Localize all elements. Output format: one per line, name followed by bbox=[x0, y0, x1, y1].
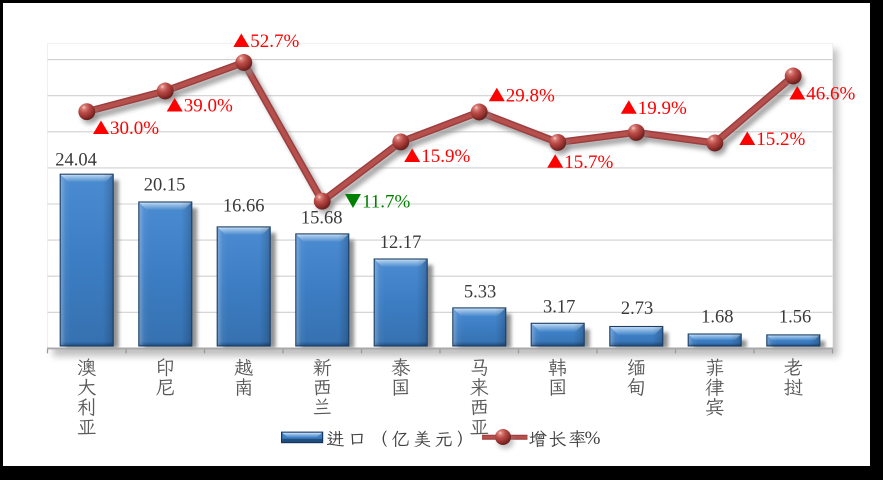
svg-text:3.17: 3.17 bbox=[543, 298, 575, 318]
svg-text:15.68: 15.68 bbox=[301, 209, 343, 229]
svg-text:15.2%: 15.2% bbox=[756, 129, 805, 150]
svg-text:2.73: 2.73 bbox=[621, 299, 653, 319]
svg-text:15.9%: 15.9% bbox=[421, 146, 470, 167]
svg-text:11.7%: 11.7% bbox=[362, 192, 411, 213]
svg-text:30.0%: 30.0% bbox=[110, 118, 159, 139]
svg-text:20.15: 20.15 bbox=[144, 176, 186, 196]
svg-text:1.68: 1.68 bbox=[701, 308, 733, 328]
svg-text:19.9%: 19.9% bbox=[638, 98, 687, 119]
svg-text:15.7%: 15.7% bbox=[564, 152, 613, 173]
svg-text:52.7%: 52.7% bbox=[250, 31, 299, 52]
svg-text:5.33: 5.33 bbox=[464, 283, 496, 303]
svg-text:16.66: 16.66 bbox=[223, 197, 265, 217]
svg-text:29.8%: 29.8% bbox=[506, 85, 555, 106]
svg-text:39.0%: 39.0% bbox=[184, 96, 233, 117]
svg-text:12.17: 12.17 bbox=[380, 233, 422, 253]
svg-text:1.56: 1.56 bbox=[779, 308, 811, 328]
svg-text:46.6%: 46.6% bbox=[806, 84, 855, 105]
svg-text:%: % bbox=[585, 428, 601, 449]
svg-text:24.04: 24.04 bbox=[55, 150, 97, 170]
